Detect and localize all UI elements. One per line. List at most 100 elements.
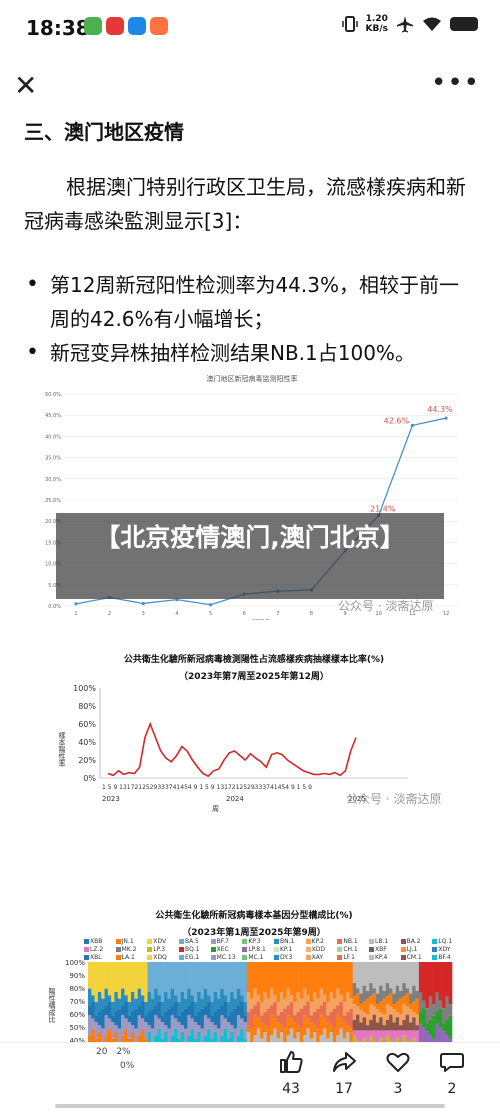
composition-segment xyxy=(438,1000,443,1009)
composition-segment xyxy=(445,962,449,997)
composition-segment xyxy=(402,1004,406,1020)
composition-segment xyxy=(329,992,334,1012)
favorite-button[interactable]: 3 xyxy=(378,1049,418,1097)
legend-swatch xyxy=(115,939,121,944)
close-icon[interactable]: ✕ xyxy=(14,69,38,102)
composition-segment xyxy=(97,1012,102,1026)
composition-segment xyxy=(131,1012,135,1026)
legend-item: BA.5 xyxy=(178,938,211,945)
composition-segment xyxy=(339,962,344,996)
composition-segment xyxy=(342,1015,347,1022)
composition-segment xyxy=(170,1005,175,1016)
composition-segment xyxy=(260,1015,264,1022)
composition-segment xyxy=(94,1015,99,1022)
legend-item: BF.4 xyxy=(432,954,464,961)
composition-segment xyxy=(180,992,185,1012)
composition-segment xyxy=(217,1008,221,1029)
composition-segment xyxy=(402,1019,406,1031)
composition-segment xyxy=(385,1004,390,1020)
composition-segment xyxy=(326,1015,330,1022)
composition-segment xyxy=(389,962,393,989)
legend-swatch xyxy=(115,947,121,952)
legend-item: NB.1 xyxy=(337,938,369,945)
legend-swatch xyxy=(273,947,279,952)
composition-segment xyxy=(144,1022,148,1039)
composition-segment xyxy=(207,1002,211,1019)
composition-segment xyxy=(233,1028,238,1042)
composition-segment xyxy=(140,995,145,1002)
composition-segment xyxy=(412,1030,416,1039)
legend-swatch xyxy=(368,947,374,952)
composition-segment xyxy=(359,962,363,994)
legend-swatch xyxy=(432,939,438,944)
footer-pct2: 0% xyxy=(120,1061,135,1071)
composition-segment xyxy=(270,962,274,989)
composition-segment xyxy=(395,1017,400,1031)
composition-segment xyxy=(101,962,105,999)
composition-segment xyxy=(375,1004,380,1010)
home-indicator[interactable] xyxy=(55,1104,445,1108)
composition-segment xyxy=(399,1025,403,1031)
composition-segment xyxy=(425,1008,430,1024)
composition-segment xyxy=(127,962,132,1002)
legend-item: XBF xyxy=(368,946,401,953)
legend-item: LF.1 xyxy=(337,954,369,961)
composition-segment xyxy=(197,1025,201,1032)
composition-segment xyxy=(316,998,320,1009)
y-axis-label: 樣本陽性率 xyxy=(58,731,66,768)
composition-segment xyxy=(369,1019,373,1031)
like-button[interactable]: 43 xyxy=(271,1049,311,1097)
composition-segment xyxy=(104,1015,109,1036)
more-icon[interactable]: ••• xyxy=(430,68,480,98)
composition-segment xyxy=(299,998,304,1009)
legend-label: LZ.2 xyxy=(90,946,104,953)
composition-segment xyxy=(127,1022,132,1039)
legend-label: BQ.1 xyxy=(184,946,200,953)
composition-segment xyxy=(385,996,390,1005)
composition-segment xyxy=(442,962,446,1009)
composition-segment xyxy=(230,1012,234,1026)
composition-segment xyxy=(296,962,301,992)
composition-segment xyxy=(167,998,172,1009)
composition-segment xyxy=(223,962,228,996)
composition-segment xyxy=(97,962,102,992)
composition-segment xyxy=(114,1012,119,1026)
composition-segment xyxy=(167,1028,172,1042)
legend-label: LQ.1 xyxy=(438,938,453,945)
composition-segment xyxy=(91,962,95,996)
article-title-overlay[interactable]: 【北京疫情澳门,澳门北京】 xyxy=(56,513,444,599)
composition-segment xyxy=(379,1012,383,1018)
composition-segment xyxy=(203,988,208,1006)
composition-segment xyxy=(270,1015,274,1036)
composition-segment xyxy=(230,1025,234,1032)
share-count: 17 xyxy=(335,1081,353,1097)
composition-segment xyxy=(445,996,449,1020)
composition-segment xyxy=(359,1022,363,1031)
x-tick-label: 6 xyxy=(243,611,246,617)
composition-segment xyxy=(154,1005,158,1016)
composition-segment xyxy=(91,1018,95,1029)
composition-segment xyxy=(418,1012,423,1024)
status-indicators: 1.20 KB/s xyxy=(341,14,478,34)
composition-segment xyxy=(372,1006,377,1015)
composition-segment xyxy=(405,993,410,1007)
composition-segment xyxy=(193,1002,198,1016)
composition-segment xyxy=(101,1028,105,1042)
legend-swatch xyxy=(400,939,406,944)
legend-swatch xyxy=(305,955,311,960)
legend-item: MC.1 xyxy=(242,954,274,961)
composition-segment xyxy=(121,988,125,1006)
legend-label: LJ.1 xyxy=(406,946,418,953)
composition-segment xyxy=(306,995,311,1002)
composition-segment xyxy=(88,1015,92,1036)
composition-segment xyxy=(167,1008,172,1029)
legend-label: KP.1 xyxy=(279,946,293,953)
share-button[interactable]: 17 xyxy=(324,1049,364,1097)
composition-segment xyxy=(213,1012,218,1026)
legend-swatch xyxy=(400,947,406,952)
composition-segment xyxy=(270,1005,274,1016)
composition-segment xyxy=(286,962,291,989)
legend-swatch xyxy=(178,947,184,952)
comment-button[interactable]: 2 xyxy=(432,1049,472,1097)
composition-segment xyxy=(356,962,360,989)
